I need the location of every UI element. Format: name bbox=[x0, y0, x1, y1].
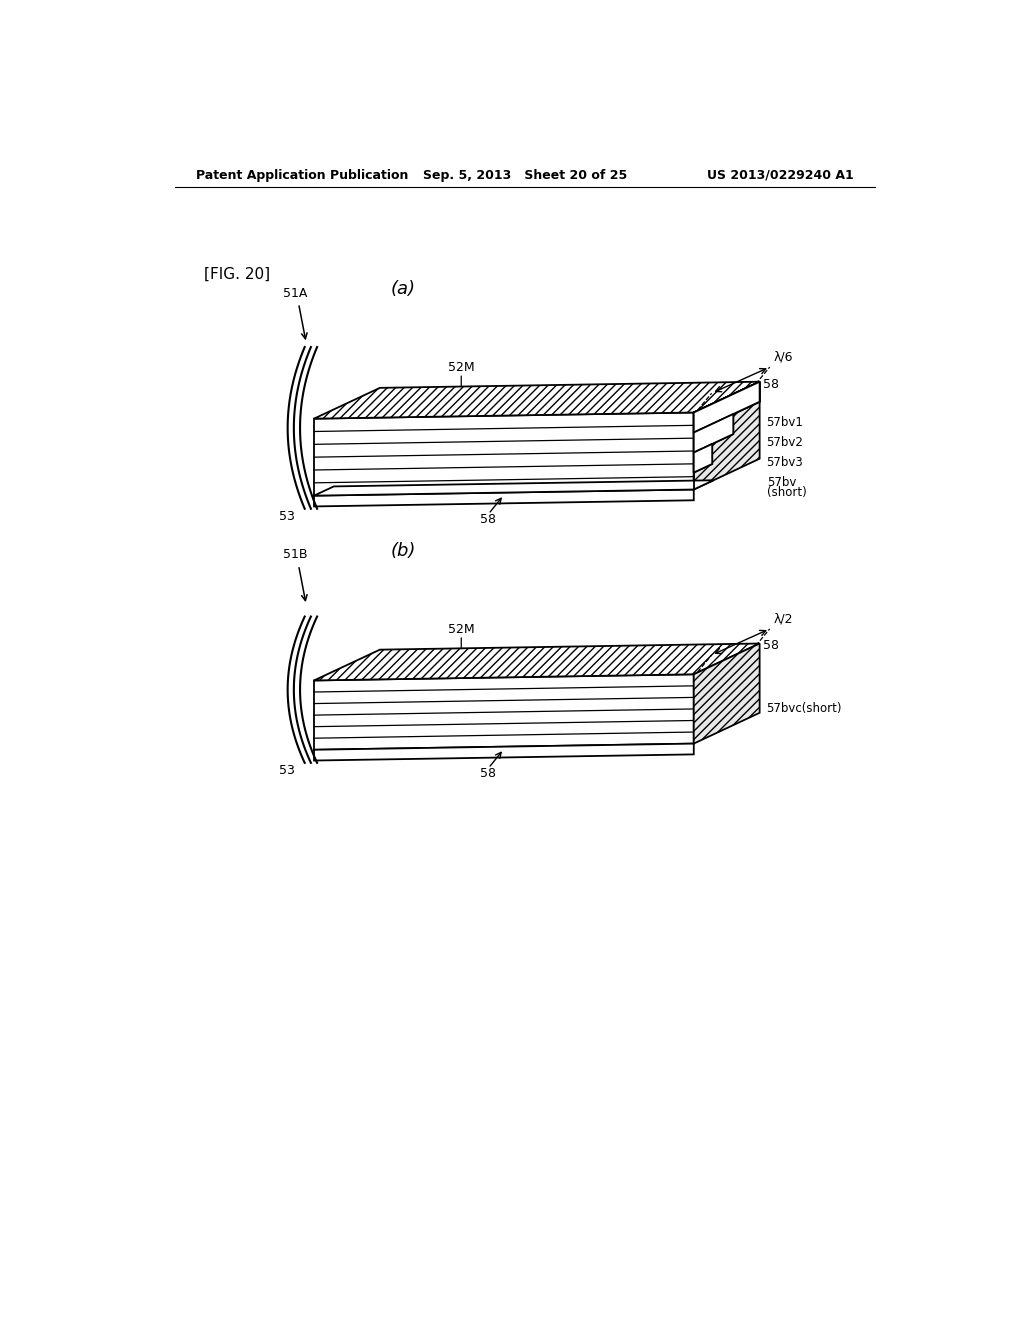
Text: (a): (a) bbox=[390, 280, 416, 298]
Polygon shape bbox=[693, 414, 733, 453]
Text: 57bv: 57bv bbox=[767, 475, 797, 488]
Polygon shape bbox=[314, 480, 714, 496]
Text: Patent Application Publication: Patent Application Publication bbox=[197, 169, 409, 182]
Text: US 2013/0229240 A1: US 2013/0229240 A1 bbox=[707, 169, 853, 182]
Polygon shape bbox=[693, 381, 760, 433]
Polygon shape bbox=[693, 444, 713, 473]
Text: 57bv2: 57bv2 bbox=[766, 436, 803, 449]
Text: 53: 53 bbox=[279, 764, 295, 777]
Text: 58: 58 bbox=[480, 767, 497, 780]
Text: 53: 53 bbox=[279, 510, 295, 523]
Polygon shape bbox=[693, 381, 760, 490]
Text: 57bv3: 57bv3 bbox=[766, 455, 803, 469]
Polygon shape bbox=[314, 675, 693, 750]
Text: (short): (short) bbox=[767, 486, 807, 499]
Text: 57bv1: 57bv1 bbox=[766, 416, 803, 429]
Text: (b): (b) bbox=[390, 543, 416, 560]
Polygon shape bbox=[314, 490, 693, 507]
Text: λ/6: λ/6 bbox=[773, 350, 793, 363]
Polygon shape bbox=[314, 412, 693, 496]
Text: 58: 58 bbox=[764, 378, 779, 391]
Text: 58: 58 bbox=[764, 639, 779, 652]
Polygon shape bbox=[314, 743, 693, 760]
Text: 51A: 51A bbox=[283, 286, 307, 300]
Polygon shape bbox=[693, 381, 760, 433]
Polygon shape bbox=[693, 444, 713, 473]
Text: 58: 58 bbox=[480, 513, 497, 527]
Text: 52M: 52M bbox=[447, 623, 474, 636]
Polygon shape bbox=[693, 414, 733, 453]
Polygon shape bbox=[314, 644, 760, 681]
Text: Sep. 5, 2013   Sheet 20 of 25: Sep. 5, 2013 Sheet 20 of 25 bbox=[423, 169, 627, 182]
Polygon shape bbox=[693, 644, 760, 743]
Polygon shape bbox=[314, 381, 760, 418]
Text: λ/2: λ/2 bbox=[773, 612, 793, 626]
Polygon shape bbox=[693, 381, 760, 433]
Text: [FIG. 20]: [FIG. 20] bbox=[204, 267, 270, 281]
Text: 52M: 52M bbox=[447, 362, 474, 375]
Text: 57bvc(short): 57bvc(short) bbox=[766, 702, 842, 715]
Text: 51B: 51B bbox=[283, 548, 307, 561]
